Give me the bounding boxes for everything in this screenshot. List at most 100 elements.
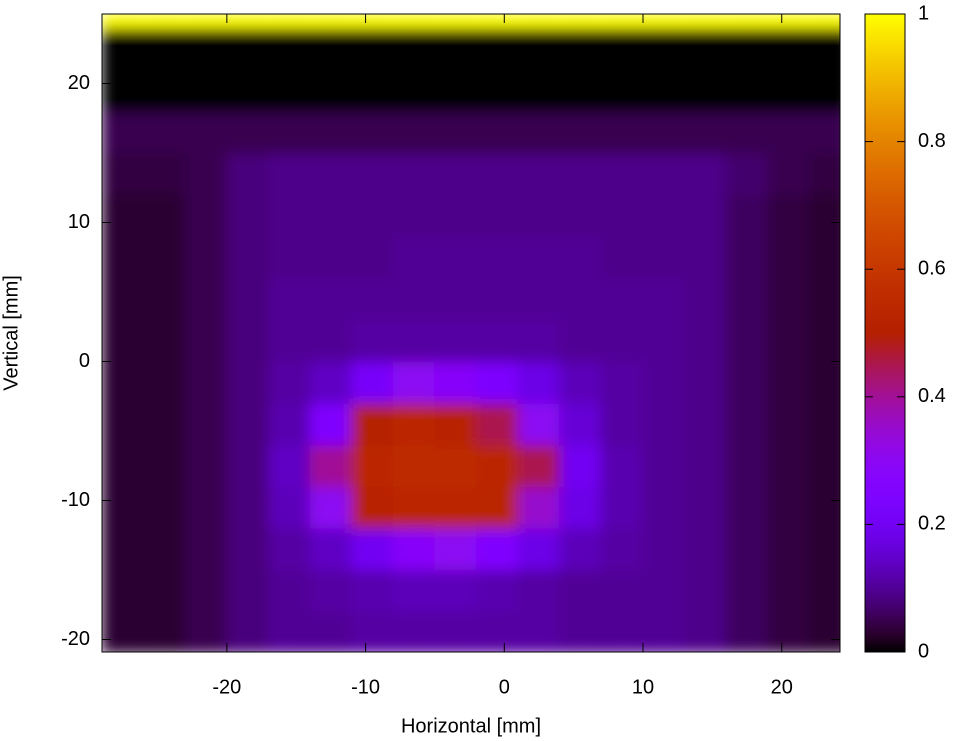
heat-cell <box>434 569 478 613</box>
colorbar-tick-label: 0.6 <box>918 257 946 279</box>
heat-cell <box>309 27 353 71</box>
heat-cell <box>184 611 228 652</box>
heat-cell <box>767 69 810 112</box>
heat-cell <box>309 569 353 613</box>
heat-cell <box>476 27 519 71</box>
heat-cell <box>767 444 810 488</box>
heat-cell <box>808 194 840 237</box>
heat-cell <box>434 444 478 488</box>
heat-cell <box>600 319 644 362</box>
heat-cell <box>309 527 353 571</box>
heat-cell <box>392 611 436 652</box>
heat-cell <box>184 444 228 488</box>
heat-cell <box>309 235 353 279</box>
heat-cell <box>102 235 145 279</box>
heat-cell <box>184 527 228 571</box>
heat-cell <box>392 277 436 321</box>
heat-cell <box>351 319 394 362</box>
heat-cell <box>434 69 478 112</box>
heat-cell <box>559 235 602 279</box>
y-tick-label: -10 <box>61 489 90 511</box>
heat-cell <box>559 402 602 446</box>
heat-cell <box>767 27 810 71</box>
heat-cell <box>767 152 810 196</box>
heat-cell <box>434 486 478 529</box>
heat-cell <box>309 277 353 321</box>
heat-cell <box>476 402 519 446</box>
heat-cell <box>351 402 394 446</box>
heat-cell <box>392 194 436 237</box>
heat-cell <box>267 319 311 362</box>
heat-cell <box>559 110 602 154</box>
heat-cell <box>767 527 810 571</box>
heat-cell <box>808 14 840 29</box>
heat-cell <box>684 110 727 154</box>
heat-cell <box>767 194 810 237</box>
heat-cell <box>102 360 145 404</box>
heat-cell <box>725 360 769 404</box>
heat-cell <box>476 527 519 571</box>
heat-cell <box>684 235 727 279</box>
heat-cell <box>642 14 686 29</box>
heat-cell <box>102 194 145 237</box>
heat-cell <box>559 69 602 112</box>
heat-cell <box>143 235 186 279</box>
heat-cell <box>102 402 145 446</box>
heat-cell <box>267 611 311 652</box>
heat-cell <box>517 402 561 446</box>
heat-cell <box>184 194 228 237</box>
heat-cell <box>184 14 228 29</box>
heat-cell <box>517 527 561 571</box>
heat-cell <box>392 444 436 488</box>
heat-cell <box>102 152 145 196</box>
heat-cell <box>143 277 186 321</box>
heat-cell <box>725 110 769 154</box>
heat-cell <box>808 277 840 321</box>
heat-cell <box>767 569 810 613</box>
heat-cell <box>767 402 810 446</box>
y-tick-label: 20 <box>68 72 90 94</box>
heat-cell <box>309 152 353 196</box>
heat-cell <box>517 14 561 29</box>
heat-cell <box>351 486 394 529</box>
heat-cell <box>309 14 353 29</box>
heat-cell <box>808 611 840 652</box>
heat-cell <box>434 277 478 321</box>
heat-cell <box>808 69 840 112</box>
heat-cell <box>684 319 727 362</box>
heat-cell <box>684 14 727 29</box>
heat-cell <box>351 69 394 112</box>
heat-cell <box>642 152 686 196</box>
heat-cell <box>434 235 478 279</box>
heat-cell <box>559 527 602 571</box>
heat-cell <box>642 194 686 237</box>
heat-cell <box>184 360 228 404</box>
heat-cell <box>642 27 686 71</box>
heat-cell <box>725 527 769 571</box>
heat-cell <box>434 402 478 446</box>
heat-cell <box>517 69 561 112</box>
heat-cell <box>226 277 269 321</box>
heat-cell <box>476 152 519 196</box>
heat-cell <box>517 360 561 404</box>
heat-cell <box>102 110 145 154</box>
heat-cell <box>102 277 145 321</box>
x-tick-label: 0 <box>499 676 510 698</box>
heat-cell <box>143 611 186 652</box>
heat-cell <box>517 194 561 237</box>
heat-cell <box>434 360 478 404</box>
x-tick-label: 10 <box>632 676 654 698</box>
heat-cell <box>642 527 686 571</box>
heat-cell <box>808 444 840 488</box>
heat-cell <box>143 110 186 154</box>
heat-cell <box>725 319 769 362</box>
heat-cell <box>767 611 810 652</box>
colorbar-tick-label: 0.8 <box>918 130 946 152</box>
x-tick-label: 20 <box>771 676 793 698</box>
heat-cell <box>725 27 769 71</box>
heat-cell <box>684 486 727 529</box>
heat-cell <box>392 527 436 571</box>
heat-cell <box>267 27 311 71</box>
heat-cell <box>767 486 810 529</box>
heat-cell <box>351 444 394 488</box>
